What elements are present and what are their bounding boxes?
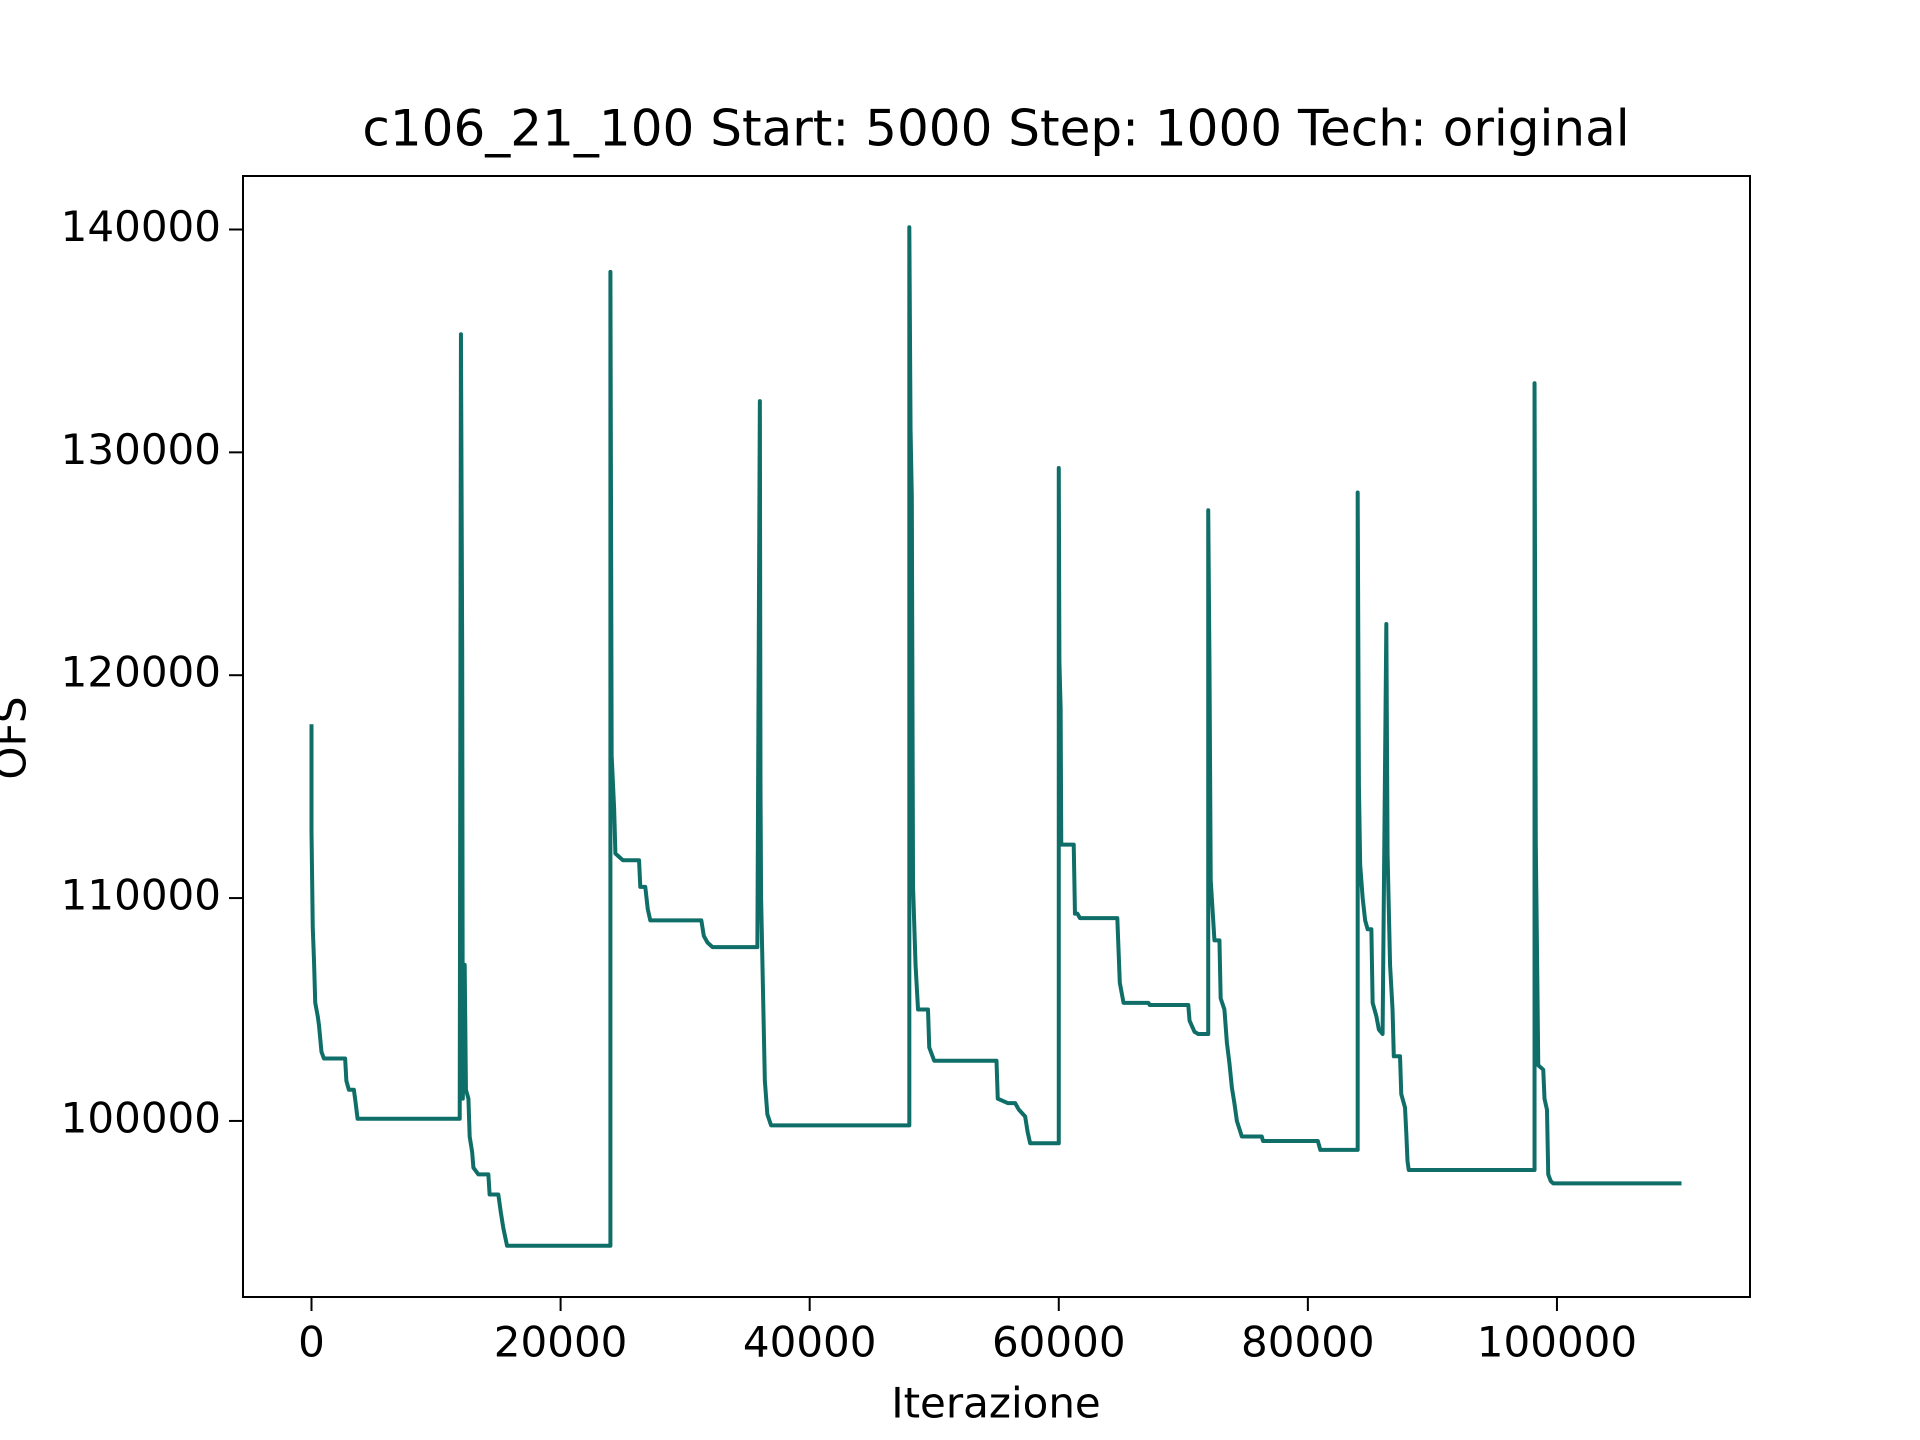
x-tick-label: 40000 (743, 1318, 877, 1367)
y-tick-label: 140000 (61, 202, 221, 251)
y-tick-label: 120000 (61, 648, 221, 697)
y-tick-label: 100000 (61, 1093, 221, 1142)
data-line (309, 225, 1682, 1248)
x-tick-label: 80000 (1241, 1318, 1375, 1367)
x-tick-label: 20000 (494, 1318, 628, 1367)
x-tick-label: 0 (298, 1318, 325, 1367)
y-tick-label: 110000 (61, 871, 221, 920)
y-tick-label: 130000 (61, 425, 221, 474)
chart-title: c106_21_100 Start: 5000 Step: 1000 Tech:… (362, 100, 1629, 158)
x-tick-label: 60000 (992, 1318, 1126, 1367)
y-axis-label: OFS (0, 696, 36, 779)
x-axis-label: Iterazione (891, 1379, 1101, 1428)
plot-frame (242, 175, 1751, 1298)
x-tick-label: 100000 (1477, 1318, 1637, 1367)
